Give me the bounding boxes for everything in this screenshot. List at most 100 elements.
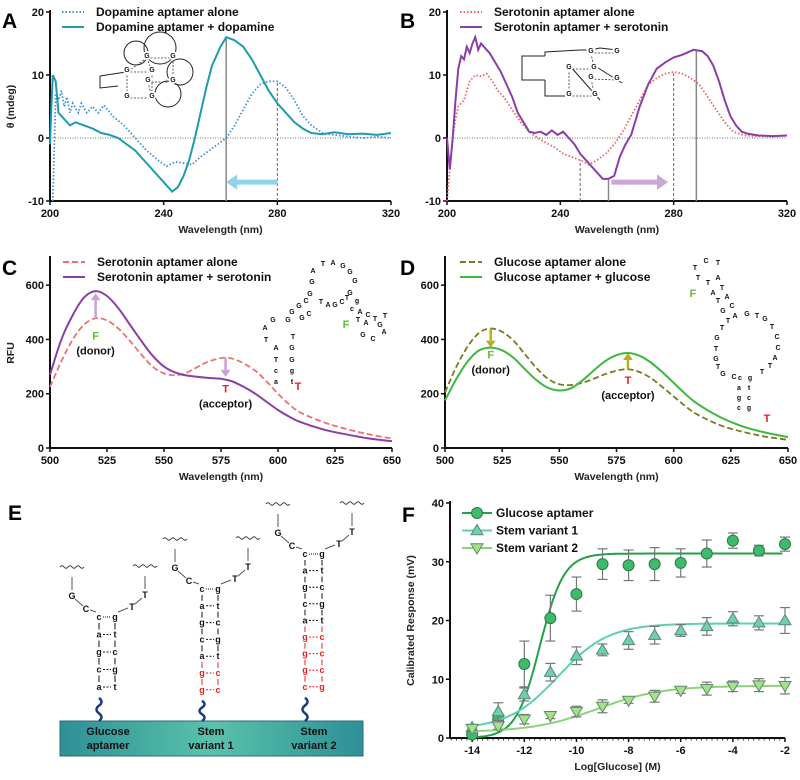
nucleotide-bg: [143, 75, 153, 84]
added-base-left: c: [302, 682, 307, 692]
stem-base-left: c: [199, 634, 204, 644]
panel-label-f: F: [402, 504, 415, 527]
legend-label-2: Stem variant 1: [496, 524, 578, 538]
quencher-label: T: [764, 413, 771, 425]
nucleotide: T: [720, 285, 725, 292]
data-point-circle: [752, 544, 765, 557]
x-tick-label: -14: [464, 745, 481, 757]
shift-arrow-head: [657, 174, 668, 190]
guanine-letter: G: [124, 93, 130, 100]
data-point-triangle-down: [595, 701, 610, 714]
construct-label-line2: variant 2: [291, 740, 336, 752]
x-axis-title: Wavelength (nm): [574, 471, 658, 483]
nucleotide: T: [321, 261, 326, 268]
added-base-left: g: [199, 668, 205, 678]
nucleotide: G: [307, 291, 313, 298]
legend-marker-triangle-up: [470, 523, 484, 536]
stem-base-left: c: [302, 599, 307, 609]
data-point-triangle-up: [752, 615, 766, 628]
y-tick-label: 200: [421, 389, 439, 401]
data-point-triangle-up: [673, 623, 688, 636]
data-point-circle: [622, 559, 635, 572]
left-arm-backbone: [277, 514, 303, 550]
y-tick-label: 200: [26, 389, 44, 401]
panel-label-a: A: [2, 10, 17, 33]
nucleotide-bg: [564, 89, 574, 98]
stem-base-left: a: [302, 566, 308, 576]
added-base-right: c: [215, 685, 220, 695]
nucleotide: C: [731, 374, 736, 381]
fit-curve-2: [472, 622, 783, 727]
legend-label-1: Dopamine aptamer alone: [96, 5, 239, 19]
nucleotide: G: [332, 302, 338, 309]
loop-shape: [166, 58, 194, 86]
stem-base-right: t: [217, 651, 220, 661]
construct-label-line1: Glucose: [86, 726, 129, 738]
added-base-right: c: [319, 665, 324, 675]
hoogsteen-bond: [590, 78, 618, 81]
x-tick-label: 525: [98, 455, 116, 467]
y-tick-label: 0: [38, 133, 44, 145]
stem-nucleotide: g: [747, 405, 751, 412]
arm-base: C: [289, 541, 296, 551]
x-tick-label: 650: [779, 455, 797, 467]
nucleotide: T: [345, 295, 350, 302]
data-point-triangle-down: [673, 685, 688, 698]
data-point-triangle-down: [569, 706, 584, 719]
legend-label-1: Glucose aptamer alone: [494, 255, 626, 269]
loop-shape: [143, 31, 177, 65]
nucleotide: G: [289, 345, 295, 352]
nucleotide: T: [755, 313, 760, 320]
stem-base-right: c: [319, 582, 324, 592]
arm-base: T: [349, 527, 355, 537]
x-axis-title: Wavelength (nm): [178, 224, 262, 236]
right-arm-backbone: [324, 513, 353, 550]
nucleotide: T: [696, 275, 701, 282]
nucleotide: T: [716, 260, 721, 267]
panel-label-e: E: [8, 502, 22, 525]
stem-base-right: c: [112, 647, 117, 657]
arm-base: T: [129, 602, 135, 612]
y-tick-label: 0: [433, 443, 439, 455]
nucleotide: C: [774, 334, 779, 341]
guanine-letter: G: [124, 67, 130, 74]
stem-nucleotide: a: [274, 379, 278, 386]
stem-nucleotide: c: [747, 395, 751, 402]
nucleotide: T: [716, 298, 721, 305]
y-tick-label: 400: [421, 334, 439, 346]
y-tick-label: 0: [438, 733, 444, 745]
series-line-1: [444, 327, 789, 441]
acceptor-letter: T: [625, 375, 632, 387]
guanine-letter: G: [614, 75, 620, 82]
legend-label-1: Serotonin aptamer alone: [97, 255, 238, 269]
x-tick-label: 600: [269, 455, 287, 467]
guanine-letter: G: [145, 77, 151, 84]
stem-base-left: a: [199, 601, 205, 611]
nucleotide-bg: [612, 46, 622, 55]
fit-curve-3: [472, 684, 783, 733]
truncated-strand-squiggle: [265, 502, 291, 506]
nucleotide: T: [383, 313, 388, 320]
added-base-right: c: [319, 649, 324, 659]
nucleotide-bg: [589, 62, 599, 71]
x-tick-label: 550: [550, 455, 568, 467]
arm-base: T: [142, 590, 148, 600]
y-tick-label: 600: [421, 280, 439, 292]
stem-base-right: t: [114, 682, 117, 692]
chart-panel-b: 200 240 280 320 -10 0 10 20 Wavelength (nm) Serot…: [425, 5, 796, 236]
nucleotide: G: [309, 279, 315, 286]
guanine-letter: G: [170, 77, 176, 84]
nucleotide: G: [720, 308, 726, 315]
nucleotide: A: [710, 290, 715, 297]
data-point-triangle-down: [725, 681, 740, 694]
stem-base-right: g: [112, 665, 118, 675]
nucleotide: A: [732, 313, 737, 320]
y-axis-title: Calibrated Response (mV): [405, 555, 417, 686]
stem-nucleotide: g: [748, 375, 752, 382]
intensity-change-arrow-head: [220, 369, 231, 377]
x-tick-label: -4: [728, 745, 739, 757]
